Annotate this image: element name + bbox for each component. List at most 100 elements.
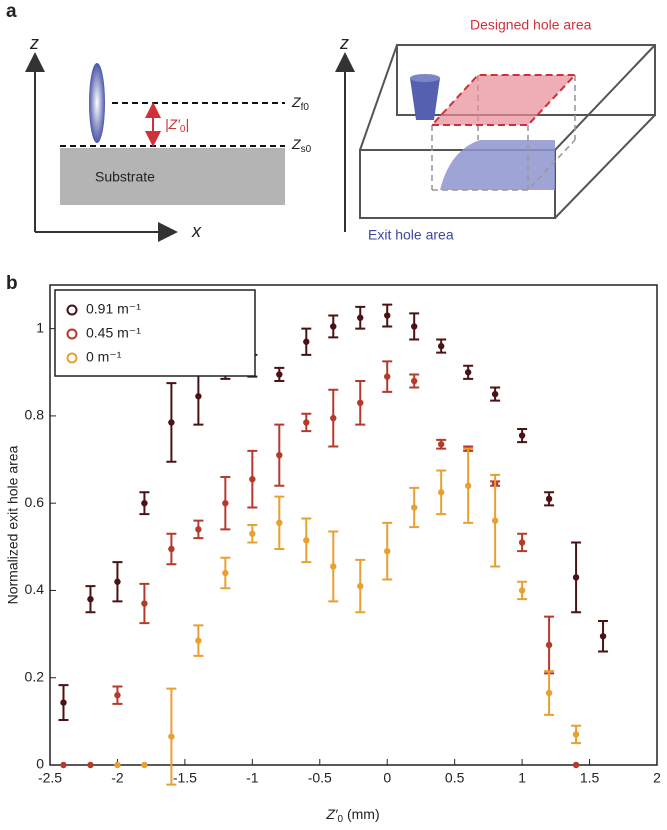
point	[114, 691, 121, 699]
zf0-main: Z	[291, 94, 301, 110]
zf0-label: Zf0	[291, 94, 309, 113]
y-tick-label: 0.6	[25, 494, 45, 510]
point	[599, 633, 607, 640]
point	[114, 761, 121, 769]
diagram-right: z Designed hole area Exit hole area	[335, 17, 656, 243]
point	[330, 323, 337, 330]
exit-area	[440, 140, 555, 190]
point	[518, 539, 526, 546]
substrate	[60, 148, 285, 205]
x-tick-label: 0.5	[445, 770, 465, 786]
panel-label: a	[6, 1, 17, 22]
point	[168, 419, 175, 426]
point	[572, 761, 580, 769]
point	[411, 504, 418, 511]
gap-main: |Z′	[165, 116, 181, 132]
point	[249, 475, 256, 483]
axis-label: z	[339, 33, 349, 53]
exit-label: Exit hole area	[368, 227, 454, 243]
point	[87, 761, 94, 769]
point	[141, 761, 148, 769]
point	[195, 526, 202, 533]
point	[464, 369, 472, 376]
point	[384, 312, 391, 319]
point	[518, 432, 526, 439]
y-axis-label: Normalized exit hole area	[5, 445, 21, 604]
panel-label: b	[6, 273, 18, 294]
point	[276, 371, 283, 378]
x-axis-label: Z′0 (mm)	[325, 806, 379, 825]
designed-area	[429, 74, 578, 126]
point	[168, 733, 175, 740]
axis-label: z	[29, 33, 39, 53]
y-tick-label: 0.2	[25, 668, 45, 684]
x-label-unit: (mm)	[343, 806, 380, 822]
point	[276, 519, 283, 527]
substrate-label: Substrate	[95, 169, 155, 185]
point	[384, 373, 391, 380]
legend-label: 0 m⁻¹	[86, 349, 122, 365]
x-label-main: Z′	[325, 806, 339, 822]
x-tick-label: -1	[246, 770, 259, 786]
designed-label: Designed hole area	[470, 17, 592, 33]
zs0-sub: s0	[301, 144, 312, 155]
point	[384, 547, 391, 555]
gap-end: |	[185, 116, 189, 132]
gap-sub: 0	[180, 124, 186, 135]
point	[437, 342, 445, 350]
point	[357, 399, 364, 407]
x-tick-label: 1	[518, 770, 526, 786]
x-tick-label: -2.5	[38, 770, 62, 786]
point	[357, 582, 364, 590]
beam-cone	[410, 78, 440, 120]
point	[572, 731, 580, 738]
plot-frame	[49, 284, 658, 766]
legend-label: 0.91 m⁻¹	[86, 301, 141, 317]
point	[518, 587, 526, 594]
point	[222, 499, 229, 507]
legend-box	[54, 289, 256, 377]
x-tick-label: 0	[383, 770, 391, 786]
legend-marker	[66, 352, 78, 364]
point	[411, 377, 418, 385]
box	[359, 44, 656, 219]
point	[195, 637, 202, 644]
point	[303, 537, 310, 544]
point	[437, 441, 445, 448]
point	[168, 545, 175, 553]
x-tick-label: -1.5	[173, 770, 197, 786]
legend-marker	[66, 304, 78, 316]
legend-label: 0.45 m⁻¹	[86, 325, 141, 341]
point	[141, 600, 148, 607]
zs0-main: Z	[291, 136, 301, 152]
y-tick-label: 0.8	[25, 407, 45, 423]
legend-marker	[66, 328, 78, 340]
point	[330, 414, 337, 422]
point	[222, 569, 229, 577]
point	[249, 530, 256, 537]
point	[87, 595, 94, 603]
x-tick-label: -0.5	[308, 770, 332, 786]
point	[357, 314, 364, 321]
y-tick-label: 1	[36, 319, 44, 335]
point	[491, 390, 499, 398]
zs0-label: Zs0	[291, 136, 312, 155]
point	[60, 699, 67, 706]
point	[464, 482, 472, 489]
point	[303, 338, 310, 345]
point	[411, 323, 418, 330]
point	[330, 563, 337, 570]
point	[437, 489, 445, 496]
point	[545, 641, 553, 649]
point	[545, 495, 553, 503]
gap-label: |Z′0|	[165, 116, 189, 135]
x-label-sub: 0	[338, 814, 344, 825]
beam-focus	[89, 63, 105, 143]
x-tick-label: 2	[653, 770, 661, 786]
zf0-sub: f0	[301, 102, 310, 113]
point	[60, 761, 67, 769]
x-tick-label: -2	[111, 770, 124, 786]
point	[303, 419, 310, 426]
y-tick-label: 0	[36, 756, 44, 772]
